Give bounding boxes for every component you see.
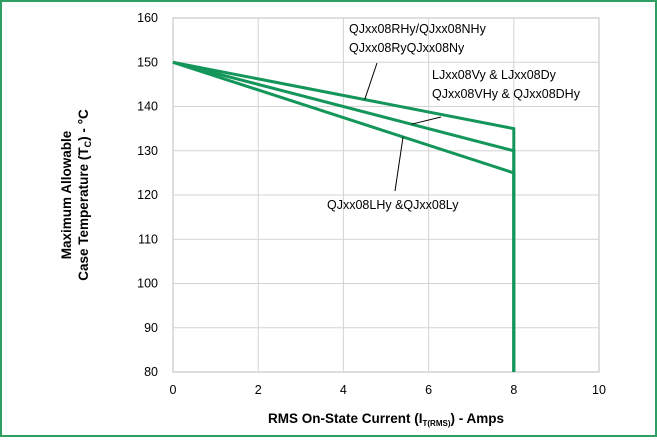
x-tick-label: 0: [170, 383, 177, 397]
annotation-label: QJxx08RyQJxx08Ny: [349, 41, 465, 55]
y-tick-label: 100: [137, 277, 158, 291]
y-tick-label: 140: [137, 100, 158, 114]
x-tick-label: 10: [592, 383, 606, 397]
annotations: QJxx08RHy/QJxx08NHy QJxx08RyQJxx08Ny LJxx0…: [327, 22, 581, 212]
x-axis-title: RMS On-State Current (IT(RMS)) - Amps: [268, 411, 504, 428]
y-axis-title-line1: Maximum Allowable: [59, 130, 74, 259]
x-axis-title-subscript: T(RMS): [423, 419, 451, 428]
x-tick-label: 6: [425, 383, 432, 397]
annotation-label: QJxx08LHy &QJxx08Ly: [327, 198, 459, 212]
y-axis-title-subscript: C: [83, 140, 93, 147]
series-layer: [172, 60, 516, 372]
y-tick-labels: 80 90 100 110 120 130 140 150 160: [137, 11, 158, 379]
y-tick-label: 120: [137, 188, 158, 202]
annotation-leader: [394, 136, 404, 192]
annotation-label: QJxx08RHy/QJxx08NHy: [349, 22, 487, 36]
series-line-3: [172, 60, 516, 372]
y-tick-label: 150: [137, 55, 158, 69]
x-tick-label: 2: [255, 383, 262, 397]
y-axis-title-part3: ) - °C: [76, 109, 91, 141]
x-tick-label: 4: [340, 383, 347, 397]
y-tick-label: 110: [138, 232, 158, 246]
y-tick-label: 160: [137, 11, 158, 25]
y-axis-title-line2: Case Temperature (TC) - °C: [76, 109, 93, 281]
annotation-label: LJxx08Vy & LJxx08Dy: [432, 68, 557, 82]
x-axis-title-part3: ) - Amps: [451, 411, 505, 426]
x-tick-label: 8: [510, 383, 517, 397]
annotation-leader: [364, 62, 378, 100]
y-axis-title-part1: Case Temperature (T: [76, 147, 91, 281]
annotation-leader: [411, 116, 442, 125]
y-tick-label: 130: [137, 144, 158, 158]
y-tick-label: 90: [144, 321, 158, 335]
y-tick-label: 80: [144, 365, 158, 379]
x-tick-labels: 0 2 4 6 8 10: [170, 383, 606, 397]
x-axis-title-part1: RMS On-State Current (I: [268, 411, 423, 426]
annotation-leaders: [364, 62, 442, 192]
annotation-label: QJxx08VHy & QJxx08DHy: [432, 87, 581, 101]
